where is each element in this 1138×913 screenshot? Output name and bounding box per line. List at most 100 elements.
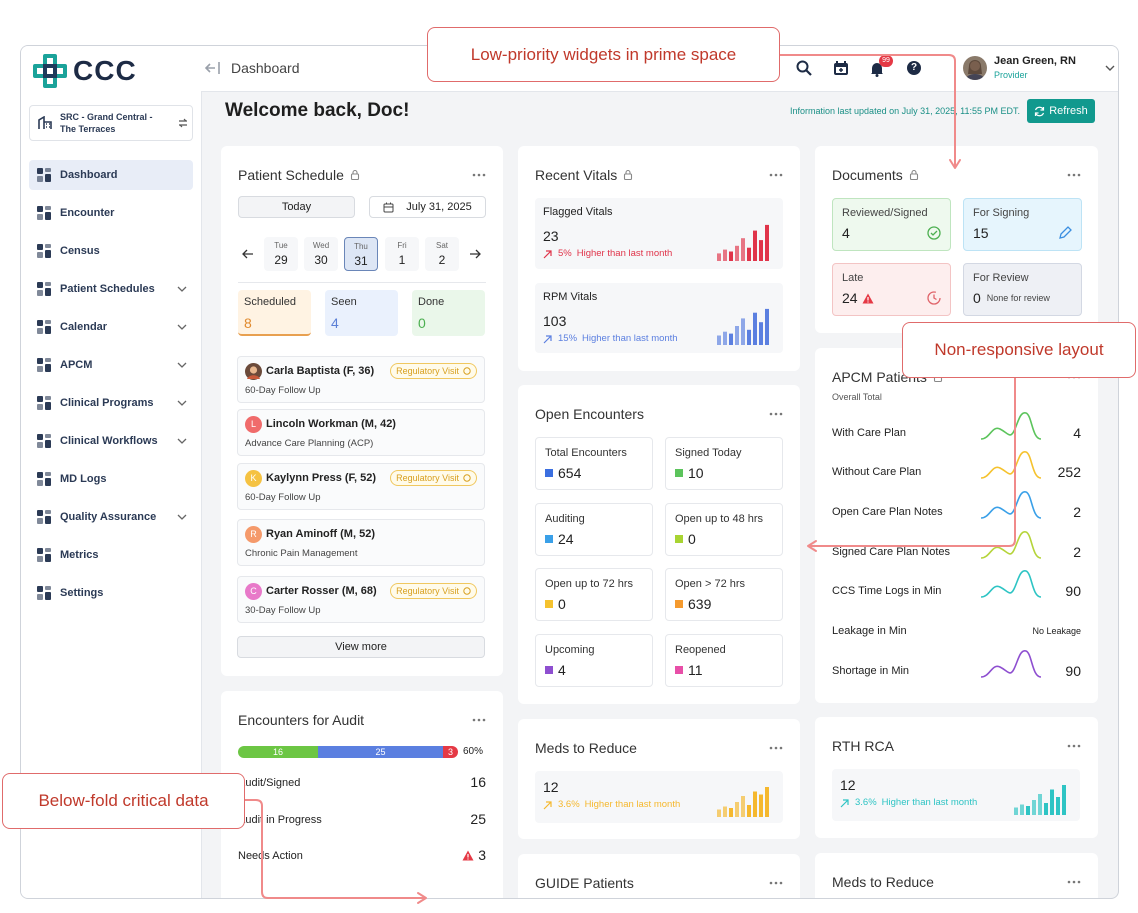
nav-item[interactable]: Clinical Programs [29,388,193,418]
change-note: Higher than last month [582,333,678,344]
day[interactable]: Sat 2 [425,237,459,271]
date-picker[interactable]: July 31, 2025 [369,196,486,218]
icon-shape [37,328,43,334]
icon-shape [729,251,733,261]
icon-shape [472,173,486,177]
encounter-tile[interactable]: Open up to 72 hrs 0 [535,568,653,621]
nav-icon [36,547,52,563]
day[interactable]: Wed 30 [304,237,338,271]
icon-shape [980,412,1042,440]
icon-shape [177,400,187,406]
icon-shape [1062,785,1066,815]
tile-value: 10 [688,465,704,481]
icon-shape [543,334,552,343]
icon-shape [37,480,43,486]
day[interactable]: Thu 31 [344,237,378,271]
more-menu [1067,744,1081,748]
change-note: Higher than last month [881,797,978,808]
today-button[interactable]: Today [238,196,355,218]
nav-label: Dashboard [60,169,118,181]
encounter-tile[interactable]: Upcoming 4 [535,634,653,687]
card-title-text: RTH RCA [832,738,894,754]
help-icon[interactable]: ? [907,61,921,75]
view-more-button[interactable]: View more [237,636,485,658]
card: RTH RCA 12 3.6% Higher than last month [815,717,1098,838]
icon-shape [769,746,773,750]
icon-shape [37,320,43,326]
calendar-icon[interactable] [833,60,849,76]
nav-item[interactable]: Encounter [29,198,193,228]
icon-shape [769,412,773,416]
metric-value: 12 [543,779,559,795]
encounter-tile[interactable]: Open up to 48 hrs 0 [665,503,783,556]
notification-badge: 99 [879,55,893,67]
icon-shape [177,324,187,330]
icon-shape [472,173,476,177]
icon-shape [37,472,51,486]
icon-shape [177,514,187,520]
nav-item[interactable]: Dashboard [29,160,193,190]
icon-shape [179,118,187,128]
icon-shape [1056,797,1060,815]
nav-item[interactable]: Metrics [29,540,193,570]
refresh-button[interactable]: Refresh [1027,99,1095,123]
day[interactable]: Fri 1 [385,237,419,271]
document-tile[interactable]: For Signing 15 [963,198,1082,251]
nav-item[interactable]: Clinical Workflows [29,426,193,456]
nav-item[interactable]: MD Logs [29,464,193,494]
icon-shape [37,244,43,250]
chevron [177,285,187,293]
nav-item[interactable]: Calendar [29,312,193,342]
icon-shape [1035,106,1045,116]
nav-item[interactable]: Quality Assurance [29,502,193,532]
annotation: Non-responsive layout [902,322,1136,378]
nav-item[interactable]: APCM [29,350,193,380]
location-switcher[interactable]: SRC - Grand Central - The Terraces [29,105,193,141]
icon-shape [1067,880,1081,884]
patient-row[interactable]: K Kaylynn Press (F, 52) 60-Day Follow Up Re… [237,463,485,510]
tile-swatch [675,600,683,608]
document-tile[interactable]: For Review 0 None for review [963,263,1082,316]
icon-shape [247,375,260,379]
nav-item[interactable]: Patient Schedules [29,274,193,304]
patient-row[interactable]: Carla Baptista (F, 36) 60-Day Follow Up Re… [237,356,485,403]
encounter-tile[interactable]: Reopened 11 [665,634,783,687]
divider [238,282,486,283]
patient-row[interactable]: L Lincoln Workman (M, 42) Advance Care Pla… [237,409,485,456]
encounter-tile[interactable]: Signed Today 10 [665,437,783,490]
document-tile[interactable]: Late 24 [832,263,951,316]
nav-label: Settings [60,587,104,599]
patient-row[interactable]: C Carter Rosser (M, 68) 30-Day Follow Up Re… [237,576,485,623]
nav-item[interactable]: Settings [29,578,193,608]
document-tile[interactable]: Reviewed/Signed 4 [832,198,951,251]
user-menu-chevron[interactable] [1105,64,1115,72]
tile-swatch [545,535,553,543]
user-avatar[interactable] [963,56,987,80]
card-title: Patient Schedule [238,167,360,183]
visit-tag-label: Regulatory Visit [396,473,459,483]
encounter-tile[interactable]: Open > 72 hrs 639 [665,568,783,621]
icon-shape [753,312,757,345]
icon-shape [463,474,471,482]
icon-shape [779,173,783,177]
tile-value-wrap: 15 [973,225,989,241]
patient-row[interactable]: R Ryan Aminoff (M, 52) Chronic Pain Manage… [237,519,485,566]
icon-shape [774,412,778,416]
icon-shape [1067,744,1071,748]
nav-item[interactable]: Census [29,236,193,266]
encounter-tile[interactable]: Total Encounters 654 [535,437,653,490]
stacked-bar: 16 25 3 [238,746,458,758]
icon-shape [805,69,812,76]
icon-shape [1067,173,1071,177]
collapse-icon[interactable] [205,61,221,75]
encounter-tile[interactable]: Auditing 24 [535,503,653,556]
card: GUIDE Patients [518,854,800,898]
day[interactable]: Tue 29 [264,237,298,271]
tile-note: None for review [986,293,1050,303]
search-icon[interactable] [796,60,812,76]
apcm-value: 2 [1073,504,1081,520]
building-icon [38,116,52,129]
card: APCM Patients Overall Total With Care Plan… [815,348,1098,703]
icon-shape [45,288,51,296]
